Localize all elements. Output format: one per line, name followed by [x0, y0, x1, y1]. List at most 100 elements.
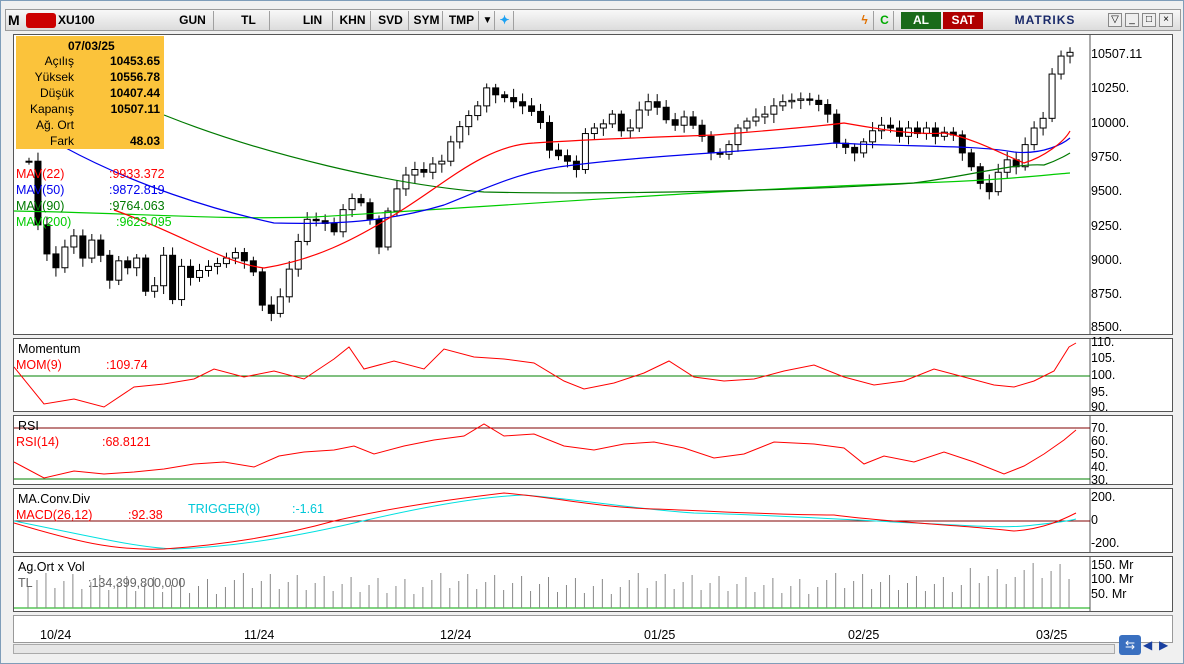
currency-button[interactable]: TL — [228, 11, 270, 30]
candle-body — [635, 109, 643, 129]
rsi-panel[interactable]: RSI RSI(14) :68.8121 — [13, 415, 1173, 485]
maximize-icon[interactable]: □ — [1142, 13, 1156, 27]
candle-body — [160, 254, 168, 287]
candle-body — [267, 304, 275, 314]
momentum-panel[interactable]: Momentum MOM(9) :109.74 — [13, 338, 1173, 412]
mav200-value: :9623.095 — [116, 215, 172, 229]
candle-body — [285, 268, 293, 298]
month-label: 02/25 — [848, 628, 880, 642]
info-label: Ağ. Ort — [35, 118, 74, 132]
macd-panel[interactable]: MA.Conv.Div MACD(26,12) :92.38 TRIGGER(9… — [13, 488, 1173, 553]
candle-body — [1021, 144, 1029, 168]
candle-body — [958, 134, 966, 154]
horizontal-scrollbar[interactable] — [13, 644, 1115, 654]
rsi-tick: 30. — [1091, 473, 1109, 487]
symbol-label[interactable]: XU100 — [58, 13, 95, 27]
month-label: 01/25 — [644, 628, 676, 642]
candle-body — [213, 263, 221, 267]
symbol-button[interactable]: SYM — [411, 11, 443, 30]
rsi-tick: 40. — [1091, 460, 1109, 474]
volume-chart — [14, 557, 1091, 611]
candle-body — [276, 296, 284, 314]
candle-body — [411, 169, 419, 176]
momentum-value: :109.74 — [106, 358, 148, 372]
template-button[interactable]: TMP — [445, 11, 479, 30]
candle-body — [240, 252, 248, 262]
rsi-title: RSI — [18, 419, 39, 433]
candle-body — [788, 99, 796, 103]
candle-body — [330, 222, 338, 233]
price-tick: 9500. — [1091, 184, 1123, 198]
mav22-line — [113, 122, 1071, 269]
momentum-line — [14, 342, 1077, 408]
price-tick: 10250. — [1091, 81, 1130, 95]
candle-body — [34, 160, 42, 226]
candle-body — [465, 115, 473, 128]
close-icon[interactable]: × — [1159, 13, 1173, 27]
info-label: Açılış — [44, 54, 74, 68]
candle-body — [366, 202, 374, 220]
candle-body — [142, 257, 150, 292]
candle-body — [258, 271, 266, 306]
candle-body — [106, 254, 114, 281]
volume-tick: 50. Mr — [1091, 587, 1127, 601]
trigger-value: :-1.61 — [292, 502, 324, 516]
candle-body — [501, 94, 509, 99]
rsi-line — [14, 423, 1077, 479]
scroll-left-icon[interactable]: ◀ — [1143, 638, 1153, 652]
minimize-icon[interactable]: _ — [1125, 13, 1139, 27]
refresh-icon[interactable]: C — [876, 11, 894, 30]
momentum-tick: 100. — [1091, 368, 1116, 382]
candle-body — [519, 101, 527, 107]
matriks-logo: M — [8, 12, 20, 28]
scale-button[interactable]: LIN — [293, 11, 333, 30]
momentum-name: MOM(9) — [16, 358, 62, 372]
sell-button[interactable]: SAT — [943, 12, 983, 29]
candle-body — [43, 224, 51, 255]
scroll-right-icon[interactable]: ▶ — [1159, 638, 1169, 652]
volume-panel[interactable]: Ag.Ort x Vol TL :134,399,800,000 — [13, 556, 1173, 612]
candle-body — [52, 253, 60, 269]
candle-body — [608, 113, 616, 125]
candle-body — [833, 113, 841, 144]
candle-body — [474, 105, 482, 117]
candle-body — [187, 265, 195, 278]
candle-body — [151, 285, 159, 292]
save-button[interactable]: SVD — [373, 11, 409, 30]
macd-line — [14, 492, 1077, 550]
mav200-label: MAV(200) — [16, 215, 72, 229]
twitter-icon[interactable]: ✦ — [496, 11, 514, 30]
rsi-value: :68.8121 — [102, 435, 151, 449]
candle-body — [563, 155, 571, 162]
candle-body — [447, 141, 455, 162]
candle-body — [438, 160, 446, 165]
candle-body — [115, 260, 123, 281]
chart-type-button[interactable]: KHN — [335, 11, 371, 30]
price-panel[interactable]: MAV(22) :9933.372 MAV(50) :9872.819 MAV(… — [13, 34, 1173, 335]
candle-body — [537, 110, 545, 123]
candle-body — [707, 135, 715, 154]
menu-dropdown-icon[interactable]: ▽ — [1108, 13, 1122, 27]
candle-body — [581, 133, 589, 171]
symbol-tag-icon[interactable] — [26, 13, 56, 28]
month-label: 11/24 — [244, 628, 275, 642]
candle-body — [617, 113, 625, 132]
period-button[interactable]: GUN — [172, 11, 214, 30]
sync-icon[interactable]: ⇆ — [1119, 635, 1141, 655]
momentum-chart — [14, 339, 1091, 411]
lightning-icon[interactable]: ϟ — [856, 11, 874, 30]
info-value: 10556.78 — [109, 70, 160, 84]
mav200-line — [14, 172, 1071, 219]
candle-body — [680, 116, 688, 126]
candle-body — [420, 169, 428, 173]
buy-button[interactable]: AL — [901, 12, 941, 29]
month-label: 03/25 — [1036, 628, 1068, 642]
price-chart[interactable] — [14, 35, 1172, 334]
macd-value: :92.38 — [128, 508, 163, 522]
dropdown-arrow-icon[interactable]: ▼ — [481, 11, 495, 30]
momentum-tick: 90. — [1091, 400, 1109, 414]
candle-body — [922, 127, 930, 135]
candle-body — [815, 99, 823, 105]
mav50-line — [63, 137, 1071, 225]
candle-body — [429, 163, 437, 173]
